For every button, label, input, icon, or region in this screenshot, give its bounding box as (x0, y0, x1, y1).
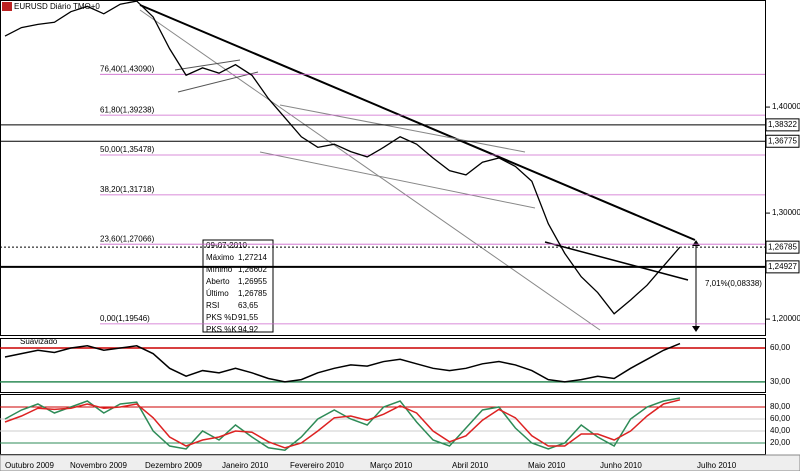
series-line (4, 399, 681, 449)
month-label: Novembro 2009 (70, 461, 127, 470)
rsi-label: Suavizado (20, 337, 58, 346)
fib-label: 23,60(1,27066) (100, 234, 155, 243)
info-key: PKS %K (206, 325, 237, 334)
y-tick-label: 80,00 (770, 402, 791, 411)
fib-label: 38,20(1,31718) (100, 185, 155, 194)
trendline (139, 4, 696, 241)
y-tick-label: 30,00 (770, 377, 791, 386)
series-line (4, 397, 681, 451)
trendline (279, 104, 526, 153)
info-value: 1,26785 (238, 289, 267, 298)
info-box (202, 239, 274, 333)
price-tag (765, 134, 800, 148)
month-label: Dezembro 2009 (145, 461, 202, 470)
price-tag (765, 240, 800, 254)
info-key: Aberto (206, 277, 230, 286)
info-value: 94,92 (238, 325, 259, 334)
y-tick-label: 60,00 (770, 343, 791, 352)
month-label: Março 2010 (370, 461, 413, 470)
annotation: 7,01%(0,08338) (705, 279, 762, 288)
price-label: 1,26785 (768, 242, 797, 251)
price-tag (765, 260, 800, 274)
info-value: 1,26602 (238, 265, 267, 274)
rsi-panel (0, 338, 766, 393)
month-label: Outubro 2009 (5, 461, 54, 470)
month-label: Janeiro 2010 (222, 461, 269, 470)
info-key: Mínimo (206, 265, 233, 274)
y-tick-label: 1,40000 (772, 102, 800, 111)
fib-label: 76,40(1,43090) (100, 64, 155, 73)
info-value: 1,27214 (238, 253, 267, 262)
month-label: Abril 2010 (452, 461, 489, 470)
month-label: Julho 2010 (697, 461, 737, 470)
trendline (259, 151, 536, 209)
trendline (544, 241, 689, 281)
month-label: Junho 2010 (600, 461, 642, 470)
y-tick-label: 40,00 (770, 426, 791, 435)
y-tick-label: 60,00 (770, 414, 791, 423)
y-tick-label: 1,30000 (772, 208, 800, 217)
main-panel (0, 0, 766, 336)
month-label: Fevereiro 2010 (290, 461, 344, 470)
fib-label: 61,80(1,39238) (100, 105, 155, 114)
channel (174, 59, 241, 71)
price-label: 1,24927 (768, 262, 797, 271)
chart-title: EURUSD Diário TMO+0 (14, 2, 100, 11)
fib-label: 50,00(1,35478) (100, 145, 155, 154)
series-line (4, 342, 681, 383)
info-key: PKS %D (206, 313, 237, 322)
series-line (4, 0, 681, 315)
price-label: 1,38322 (768, 120, 797, 129)
price-label: 1,36775 (768, 136, 797, 145)
info-date: 09-07-2010 (206, 241, 247, 250)
info-value: 91,55 (238, 313, 259, 322)
y-tick-label: 1,20000 (772, 314, 800, 323)
symbol-icon (2, 2, 12, 11)
info-key: Último (206, 289, 229, 298)
fib-label: 0,00(1,19546) (100, 314, 150, 323)
channel (177, 71, 259, 93)
info-value: 1,26955 (238, 277, 267, 286)
y-tick-label: 20,00 (770, 438, 791, 447)
price-tag (765, 118, 800, 132)
month-label: Maio 2010 (528, 461, 566, 470)
info-key: RSI (206, 301, 219, 310)
info-key: Máximo (206, 253, 235, 262)
info-value: 63,65 (238, 301, 259, 310)
